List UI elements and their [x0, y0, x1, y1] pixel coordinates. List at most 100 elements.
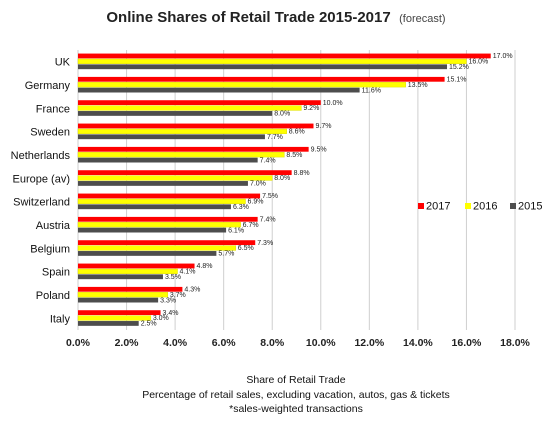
bar-2016	[77, 58, 467, 64]
bar-2015	[78, 204, 231, 210]
value-label: 3.0%	[153, 315, 169, 322]
category-labels: UK Germany France Sweden Netherlands Europe (…	[11, 57, 71, 326]
bar-2016	[77, 198, 246, 204]
bar-2015	[78, 64, 448, 70]
value-label: 7.7%	[267, 134, 283, 141]
value-label: 13.5%	[408, 82, 428, 89]
x-axis-title: Share of Retail Trade Percentage of reta…	[142, 374, 450, 415]
x-tick-label: 6.0%	[212, 337, 237, 349]
value-label: 17.0%	[493, 53, 513, 60]
bar-2015	[78, 134, 265, 140]
value-label: 3.5%	[165, 274, 181, 281]
bar-2016	[77, 152, 285, 158]
legend-swatch-2015	[510, 203, 516, 209]
bar-2016	[77, 175, 273, 181]
bar-2017	[78, 76, 445, 82]
value-label: 6.5%	[238, 245, 254, 252]
value-label: 15.1%	[447, 77, 467, 84]
category-label: Netherlands	[11, 150, 71, 162]
x-tick-label: 10.0%	[306, 337, 336, 349]
bar-2015	[78, 157, 258, 163]
category-label: Germany	[25, 80, 71, 92]
bar-2016	[77, 315, 152, 321]
bar-2017	[78, 170, 292, 176]
value-label: 6.3%	[233, 204, 249, 211]
x-tick-label: 2.0%	[115, 337, 140, 349]
x-axis-title-line-3: *sales-weighted transactions	[229, 403, 363, 415]
value-label: 8.8%	[294, 170, 310, 177]
x-tick-label: 16.0%	[452, 337, 482, 349]
x-tick-label: 8.0%	[260, 337, 285, 349]
category-label: Austria	[36, 220, 71, 232]
x-tick-label: 0.0%	[66, 337, 91, 349]
gridlines	[77, 50, 516, 330]
category-label: UK	[55, 57, 71, 69]
legend: 2017 2016 2015	[418, 201, 542, 213]
bar-2016	[77, 222, 241, 228]
value-label: 8.0%	[274, 111, 290, 118]
value-label: 7.5%	[262, 193, 278, 200]
value-label: 8.0%	[274, 175, 290, 182]
value-label: 8.5%	[286, 152, 302, 159]
bar-2016	[77, 268, 178, 274]
bar-2017	[78, 100, 321, 106]
bar-2015	[78, 111, 273, 116]
bar-2017	[78, 216, 258, 222]
bar-2015	[78, 251, 217, 256]
value-label: 5.7%	[218, 251, 234, 258]
value-label: 7.0%	[250, 181, 266, 188]
value-label: 7.4%	[260, 217, 276, 224]
value-label: 3.4%	[163, 310, 179, 317]
category-label: Italy	[50, 313, 71, 325]
value-label: 4.3%	[184, 287, 200, 294]
x-axis-title-line-1: Share of Retail Trade	[246, 374, 345, 386]
bar-2017	[78, 310, 161, 316]
bar-2015	[78, 321, 139, 326]
bar-2015	[78, 227, 227, 233]
bar-2016	[77, 105, 302, 111]
bar-2016	[77, 245, 237, 251]
x-tick-label: 14.0%	[403, 337, 433, 349]
x-axis-title-line-2: Percentage of retail sales, excluding va…	[142, 389, 450, 401]
category-label: Europe (av)	[13, 173, 70, 185]
bar-2015	[78, 274, 163, 280]
legend-label: 2017	[426, 201, 450, 213]
value-label: 9.7%	[315, 123, 331, 130]
bar-2017	[78, 240, 256, 246]
chart-title: Online Shares of Retail Trade 2015-2017 …	[106, 9, 445, 26]
value-label: 11.6%	[362, 87, 381, 94]
bars	[77, 53, 491, 326]
bar-2015	[78, 297, 159, 303]
legend-label: 2015	[518, 201, 542, 213]
bar-2017	[78, 263, 195, 269]
value-label: 6.7%	[243, 222, 259, 229]
x-tick-label: 18.0%	[500, 337, 530, 349]
bar-2017	[78, 146, 309, 152]
bar-2016	[77, 128, 287, 134]
legend-label: 2016	[473, 201, 497, 213]
x-axis-ticks: 0.0% 2.0% 4.0% 6.0% 8.0% 10.0% 12.0% 14.0% 16.0%…	[66, 337, 531, 349]
bar-2017	[78, 123, 314, 129]
x-tick-label: 4.0%	[163, 337, 188, 349]
category-label: Switzerland	[13, 197, 70, 209]
bar-2016	[77, 292, 169, 298]
value-label: 8.6%	[289, 129, 305, 136]
category-label: Spain	[42, 267, 70, 279]
category-label: Sweden	[30, 127, 70, 139]
category-label: France	[36, 103, 70, 115]
legend-swatch-2016	[465, 203, 471, 209]
category-label: Belgium	[30, 243, 70, 255]
bar-2016	[77, 82, 406, 88]
value-label: 3.3%	[160, 297, 176, 304]
x-tick-label: 12.0%	[354, 337, 384, 349]
chart-title-subtitle: (forecast)	[399, 13, 445, 25]
category-label: Poland	[36, 290, 70, 302]
value-label: 4.1%	[180, 269, 196, 276]
value-label: 3.7%	[170, 292, 186, 299]
value-label: 7.3%	[257, 240, 273, 247]
value-label: 10.0%	[323, 100, 343, 107]
bar-2015	[78, 87, 360, 93]
value-label: 9.5%	[311, 147, 327, 154]
value-label: 4.8%	[197, 263, 213, 270]
